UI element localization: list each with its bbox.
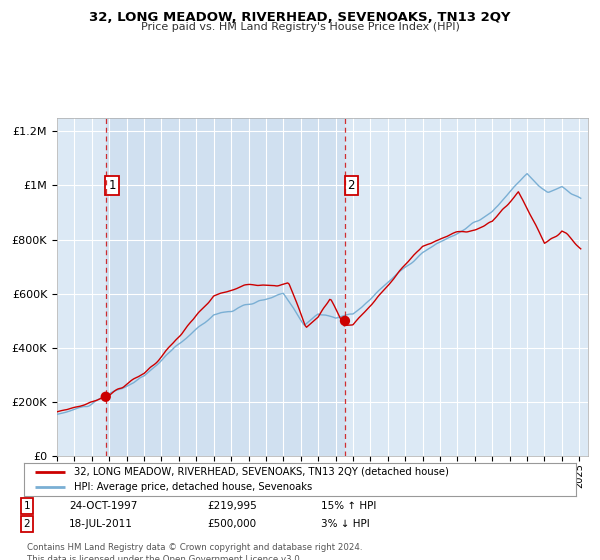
Text: 1: 1 (23, 501, 31, 511)
Point (101, 393, 110, 402)
Text: 24-OCT-1997: 24-OCT-1997 (69, 501, 137, 511)
Text: 2: 2 (23, 519, 31, 529)
Bar (106, 118, 345, 456)
Text: 3% ↓ HPI: 3% ↓ HPI (321, 519, 370, 529)
Point (340, 316, 350, 325)
Text: 2: 2 (347, 179, 355, 192)
Text: 15% ↑ HPI: 15% ↑ HPI (321, 501, 376, 511)
Text: £219,995: £219,995 (207, 501, 257, 511)
Text: Price paid vs. HM Land Registry's House Price Index (HPI): Price paid vs. HM Land Registry's House … (140, 22, 460, 32)
Text: £500,000: £500,000 (207, 519, 256, 529)
Text: 18-JUL-2011: 18-JUL-2011 (69, 519, 133, 529)
Text: Contains HM Land Registry data © Crown copyright and database right 2024.
This d: Contains HM Land Registry data © Crown c… (27, 543, 362, 560)
Text: 32, LONG MEADOW, RIVERHEAD, SEVENOAKS, TN13 2QY: 32, LONG MEADOW, RIVERHEAD, SEVENOAKS, T… (89, 11, 511, 24)
Text: 32, LONG MEADOW, RIVERHEAD, SEVENOAKS, TN13 2QY (detached house): 32, LONG MEADOW, RIVERHEAD, SEVENOAKS, T… (74, 466, 449, 477)
Text: 1: 1 (109, 179, 116, 192)
Text: HPI: Average price, detached house, Sevenoaks: HPI: Average price, detached house, Seve… (74, 482, 312, 492)
